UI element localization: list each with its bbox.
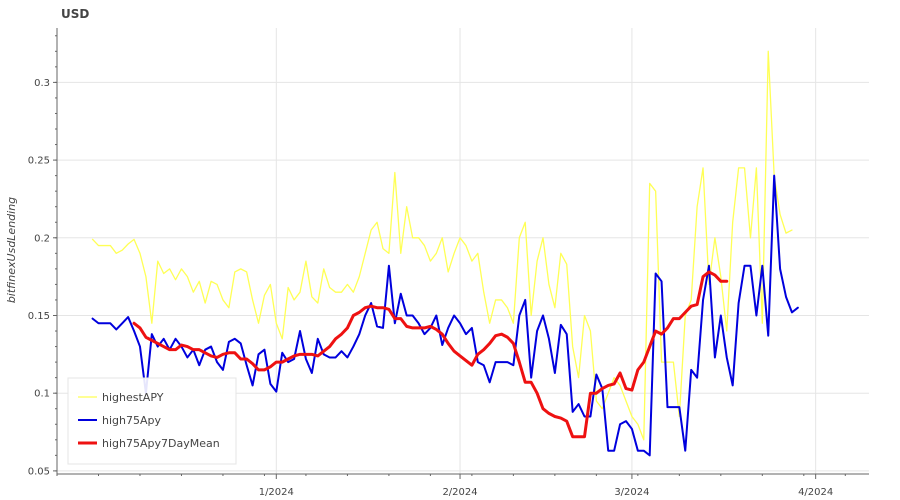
y-tick-label: 0.15 xyxy=(28,311,50,322)
y-tick-label: 0.1 xyxy=(34,389,50,400)
labels: USD bitfinexUsdLending xyxy=(5,7,89,303)
grid xyxy=(57,28,869,474)
x-tick-label: 1/2024 xyxy=(259,487,294,498)
x-tick-label: 3/2024 xyxy=(614,487,649,498)
series-line-high75Apy7DayMean xyxy=(132,270,729,439)
axes: 0.05 0.1 0.15 0.2 0.25 0.3 1/2024 2/2024 3/2024 4… xyxy=(28,28,869,498)
y-tick-label: 0.3 xyxy=(34,78,50,89)
series-lines xyxy=(91,50,799,457)
y-tick-label: 0.25 xyxy=(28,156,50,167)
x-tick-label: 4/2024 xyxy=(798,487,833,498)
y-axis-label: bitfinexUsdLending xyxy=(5,197,18,303)
y-tick-label: 0.05 xyxy=(28,466,50,477)
y-tick-label: 0.2 xyxy=(34,233,50,244)
legend: highestAPY high75Apy high75Apy7DayMean xyxy=(67,377,237,465)
legend-label: high75Apy7DayMean xyxy=(102,437,220,450)
legend-label: highestAPY xyxy=(102,391,164,404)
series-line-highestAPY xyxy=(91,50,793,441)
chart-title: USD xyxy=(61,7,89,21)
legend-label: high75Apy xyxy=(102,414,161,427)
x-tick-label: 2/2024 xyxy=(442,487,477,498)
